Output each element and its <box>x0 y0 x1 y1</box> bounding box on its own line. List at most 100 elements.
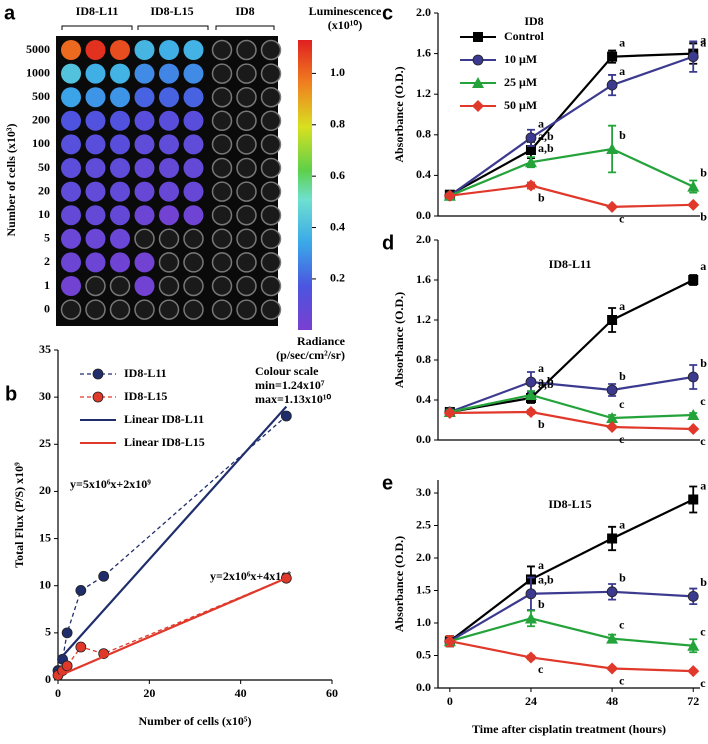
marker <box>524 179 537 192</box>
well <box>183 63 204 84</box>
empty-well <box>260 181 282 202</box>
empty-well <box>211 39 233 61</box>
empty-well <box>85 275 106 297</box>
empty-well <box>236 157 257 179</box>
marker <box>525 376 537 388</box>
note: max=1.13x10¹⁰ <box>255 392 331 406</box>
point-label: a <box>619 35 625 49</box>
row-label: 1 <box>44 278 50 292</box>
y-tick-label: 20 <box>39 483 51 497</box>
well <box>159 87 179 108</box>
well <box>61 87 81 108</box>
empty-well <box>183 252 204 273</box>
legend-label: 25 μM <box>504 75 537 89</box>
y-tick-label: 2.0 <box>416 232 431 246</box>
series-line <box>449 640 694 673</box>
marker <box>472 100 484 112</box>
marker <box>92 391 104 403</box>
well <box>61 40 81 60</box>
empty-well <box>260 299 282 320</box>
well <box>110 40 130 60</box>
well <box>159 205 179 226</box>
y-tick-label: 0.5 <box>416 647 431 661</box>
marker <box>607 533 618 544</box>
empty-well <box>211 134 233 155</box>
point-label: a <box>700 259 706 273</box>
marker <box>472 77 484 88</box>
y-axis-label: Number of cells (x10³) <box>4 123 18 236</box>
marker <box>606 632 619 644</box>
point-label: c <box>700 394 706 408</box>
well <box>61 205 81 226</box>
point-label: c <box>538 662 544 676</box>
y-tick-label: 1.2 <box>416 312 431 326</box>
empty-well <box>260 39 282 61</box>
marker <box>606 421 619 433</box>
series-line <box>449 147 694 197</box>
empty-well <box>183 275 204 297</box>
marker <box>687 409 700 420</box>
x-tick-label: 24 <box>525 694 537 708</box>
empty-well <box>183 228 204 250</box>
colorbar-label: (p/sec/cm²/sr) <box>276 348 345 362</box>
point-label: a <box>700 478 706 492</box>
well <box>183 110 204 131</box>
well <box>134 40 155 60</box>
well <box>183 134 204 155</box>
y-axis-label: Absorbance (O.D.) <box>392 292 406 388</box>
chart-title: ID8-L11 <box>549 257 592 271</box>
empty-well <box>158 299 180 320</box>
well <box>134 134 155 155</box>
x-tick-label: 60 <box>326 686 338 700</box>
legend-label: 10 μM <box>504 52 537 66</box>
well <box>85 40 106 60</box>
series-line <box>449 279 694 414</box>
series-line <box>449 410 694 431</box>
well <box>61 158 81 178</box>
empty-well <box>158 252 180 273</box>
empty-well <box>236 299 257 320</box>
well <box>85 158 106 178</box>
point-label: b <box>700 356 707 370</box>
x-tick-label: 72 <box>687 694 699 708</box>
well <box>85 205 106 226</box>
well <box>134 87 155 108</box>
y-tick-label: 1.5 <box>416 582 431 596</box>
group-label: ID8-L15 <box>150 4 193 18</box>
empty-well <box>260 86 282 108</box>
y-tick-label: 0.0 <box>416 432 431 446</box>
marker <box>606 662 619 675</box>
annotation: y=5x10⁶x+2x10⁹ <box>70 477 151 491</box>
empty-well <box>183 299 204 320</box>
marker <box>443 189 456 202</box>
empty-well <box>260 204 282 226</box>
point-label: a <box>538 361 544 375</box>
row-label: 2 <box>44 254 50 268</box>
point-label: c <box>619 432 625 446</box>
empty-well <box>236 39 257 61</box>
marker <box>687 423 700 435</box>
colorbar-tick-label: 0.4 <box>330 219 345 233</box>
marker <box>688 275 699 285</box>
y-tick-label: 1.0 <box>416 615 431 629</box>
well <box>61 228 81 249</box>
well <box>134 158 155 178</box>
row-label: 10 <box>38 207 50 221</box>
marker <box>607 51 618 62</box>
point-label: a,b <box>538 374 554 388</box>
well <box>183 181 204 202</box>
marker <box>606 200 619 213</box>
row-label: 50 <box>38 160 50 174</box>
point-label: a,b <box>538 129 554 143</box>
point-label: b <box>700 210 707 224</box>
point-label: b <box>700 575 707 589</box>
empty-well <box>236 86 257 108</box>
well <box>85 252 106 273</box>
well <box>110 158 130 178</box>
x-axis-label: Number of cells (x10⁵) <box>138 714 251 728</box>
colorbar-tick-label: 0.8 <box>330 117 345 131</box>
point-label: a <box>619 64 625 78</box>
empty-well <box>260 228 282 250</box>
colorbar-tick-label: 1.0 <box>330 65 345 79</box>
marker <box>606 384 618 396</box>
